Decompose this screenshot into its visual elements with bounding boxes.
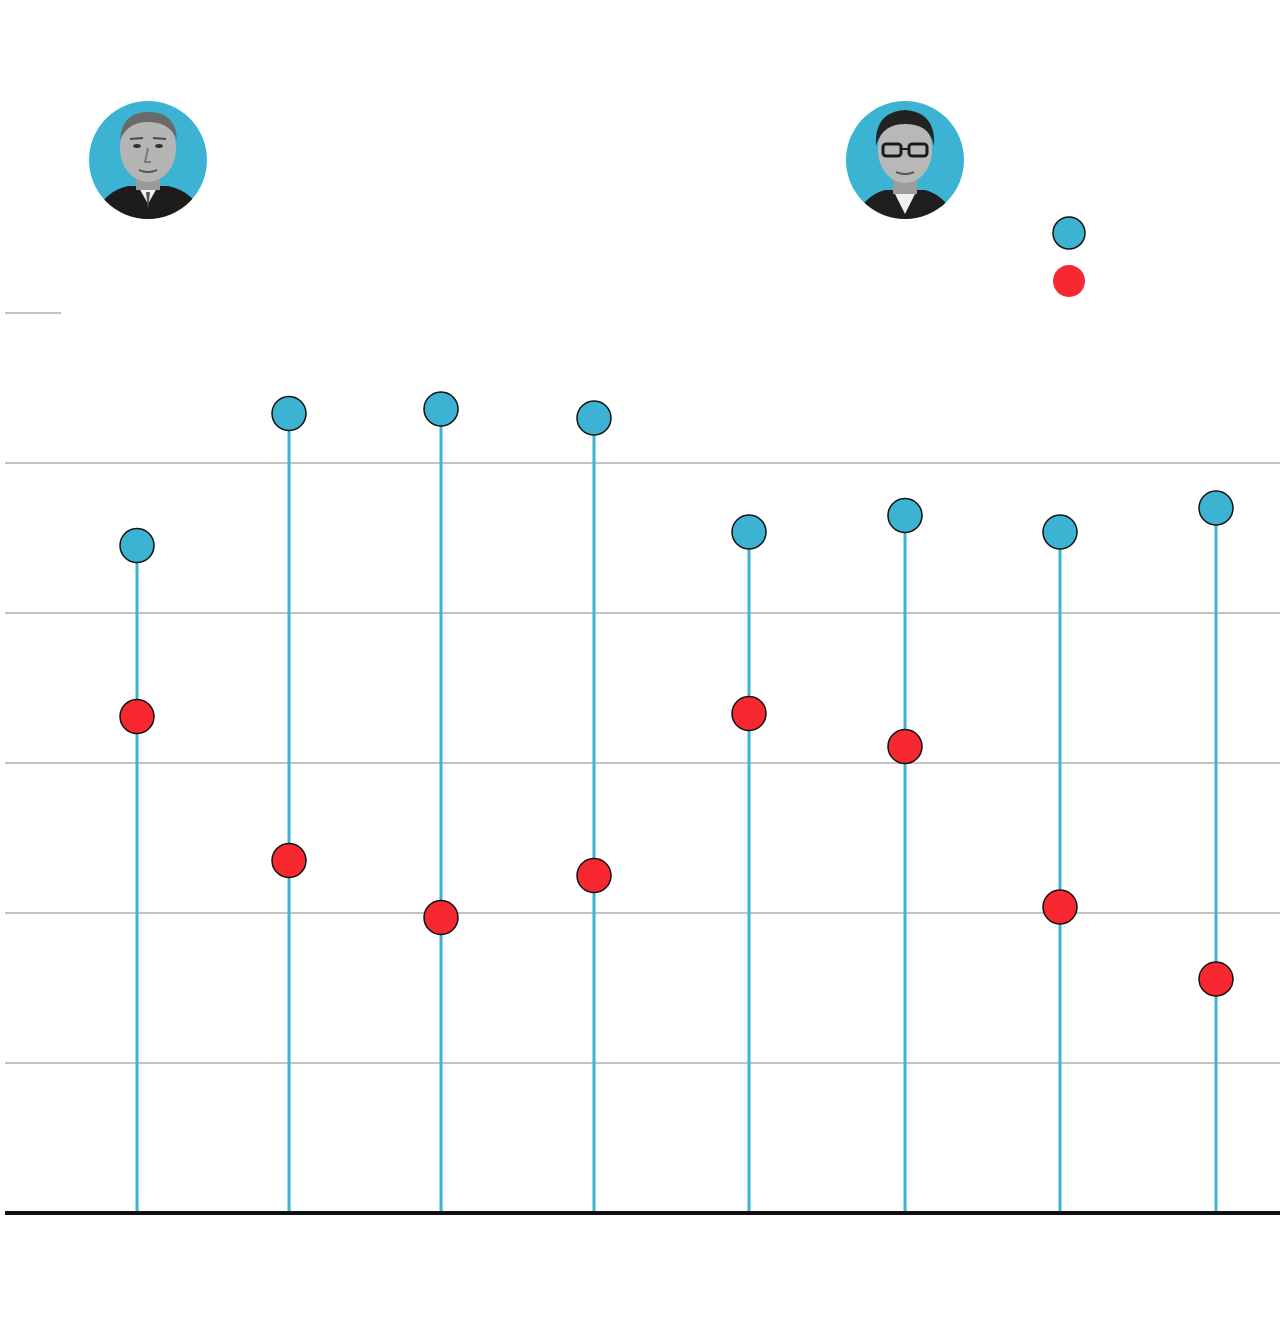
gridlines xyxy=(5,462,1280,1064)
series-b-point-1 xyxy=(119,698,155,735)
stems xyxy=(135,409,1218,1213)
person-portrait-icon xyxy=(852,110,958,219)
series-b-point-5 xyxy=(731,695,767,732)
legend-swatch-series-b xyxy=(1053,265,1085,297)
legend-swatch-series-a xyxy=(1052,216,1086,250)
series-a-point-8 xyxy=(1198,490,1234,526)
portrait-left-avatar xyxy=(89,101,207,219)
series-b-point-3 xyxy=(423,899,459,936)
markers xyxy=(119,391,1234,997)
series-b-point-6 xyxy=(887,728,923,765)
series-a-point-2 xyxy=(271,395,307,432)
series-b-point-4 xyxy=(576,857,612,894)
legend xyxy=(1052,216,1086,297)
portrait-right-avatar xyxy=(846,101,964,219)
series-a-point-1 xyxy=(119,527,155,564)
series-b-point-2 xyxy=(271,842,307,879)
series-b-point-8 xyxy=(1198,961,1234,997)
series-a-point-3 xyxy=(423,391,459,427)
series-a-point-6 xyxy=(887,497,923,534)
series-a-point-4 xyxy=(576,400,612,436)
series-a-point-7 xyxy=(1042,514,1078,550)
series-b-point-7 xyxy=(1042,889,1078,925)
series-a-point-5 xyxy=(731,514,767,550)
